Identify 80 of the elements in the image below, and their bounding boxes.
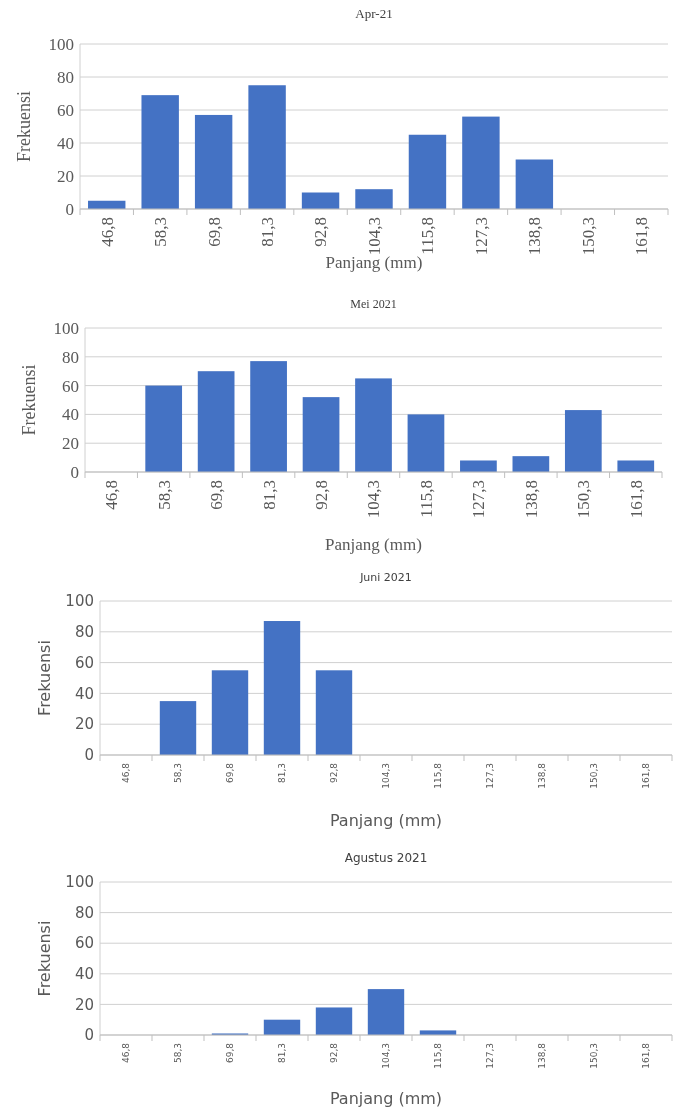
x-tick-label: 92,8 <box>312 480 331 510</box>
y-tick-label: 0 <box>70 462 79 482</box>
x-tick-label: 127,3 <box>469 480 489 519</box>
y-tick-label: 80 <box>74 623 94 642</box>
x-tick-label: 58,3 <box>151 217 171 247</box>
x-tick-label: 69,8 <box>204 217 224 247</box>
x-tick-label: 46,8 <box>102 480 122 510</box>
chart-title: Mei 2021 <box>350 297 397 311</box>
x-tick-label: 138,8 <box>537 762 548 789</box>
y-tick-label: 80 <box>74 903 94 922</box>
x-tick-label: 127,3 <box>485 763 496 789</box>
x-tick-label: 138,8 <box>537 1042 548 1069</box>
y-tick-label: 40 <box>57 133 74 153</box>
x-tick-label: 115,8 <box>416 480 436 518</box>
y-tick-label: 40 <box>74 684 94 703</box>
x-tick-label: 127,3 <box>471 217 491 256</box>
x-tick-label: 115,8 <box>418 217 438 255</box>
y-tick-label: 20 <box>62 434 79 454</box>
x-tick-label: 58,3 <box>154 480 174 510</box>
y-tick-label: 100 <box>65 592 94 611</box>
x-tick-label: 161,8 <box>626 480 646 519</box>
y-tick-label: 100 <box>53 318 79 338</box>
x-tick-label: 150,3 <box>574 480 594 519</box>
y-tick-label: 80 <box>62 347 79 367</box>
x-tick-label: 81,3 <box>259 480 279 510</box>
y-tick-label: 0 <box>84 1026 94 1045</box>
y-tick-label: 20 <box>74 715 94 734</box>
x-tick-label: 150,3 <box>578 217 598 256</box>
x-tick-label: 92,8 <box>311 217 331 247</box>
x-tick-label: 138,8 <box>521 480 541 519</box>
x-tick-label: 92,8 <box>329 1042 340 1064</box>
y-tick-label: 0 <box>84 746 94 765</box>
x-tick-label: 104,3 <box>381 763 392 789</box>
x-tick-label: 81,3 <box>277 1043 288 1064</box>
x-tick-label: 150,3 <box>589 1043 600 1069</box>
x-tick-label: 46,8 <box>97 217 117 247</box>
x-tick-label: 69,8 <box>207 480 227 510</box>
x-tick-label: 81,3 <box>277 763 288 784</box>
x-axis-title: Panjang (mm) <box>325 253 423 272</box>
x-axis-title: Panjang (mm) <box>329 811 443 830</box>
x-tick-label: 46,8 <box>121 1042 132 1064</box>
y-tick-label: 100 <box>65 873 94 892</box>
x-tick-label: 81,3 <box>258 217 278 247</box>
y-tick-label: 60 <box>62 376 79 396</box>
y-tick-label: 60 <box>74 653 94 672</box>
x-tick-label: 115,8 <box>433 1042 444 1069</box>
x-tick-label: 161,8 <box>632 217 652 256</box>
x-tick-label: 58,3 <box>173 763 184 784</box>
y-tick-label: 40 <box>74 965 94 984</box>
x-axis-title: Panjang (mm) <box>325 535 422 554</box>
x-axis-title: Panjang (mm) <box>329 1089 443 1108</box>
y-tick-label: 0 <box>65 199 74 219</box>
x-tick-label: 104,3 <box>381 1043 392 1069</box>
y-tick-label: 40 <box>62 405 79 425</box>
x-tick-label: 104,3 <box>364 480 384 519</box>
x-tick-label: 46,8 <box>121 762 132 784</box>
chart-title: Juni 2021 <box>359 571 412 584</box>
x-tick-label: 127,3 <box>485 1043 496 1069</box>
chart-title: Agustus 2021 <box>344 851 428 865</box>
x-tick-label: 161,8 <box>641 1042 652 1069</box>
x-tick-label: 104,3 <box>364 217 384 256</box>
y-axis-title: Frekuensi <box>14 91 34 162</box>
x-tick-label: 69,8 <box>225 1042 236 1064</box>
y-tick-label: 20 <box>57 166 74 186</box>
y-tick-label: 80 <box>57 67 74 87</box>
x-tick-label: 150,3 <box>589 763 600 789</box>
y-tick-label: 100 <box>48 34 74 54</box>
y-tick-label: 60 <box>74 934 94 953</box>
x-tick-label: 58,3 <box>173 1043 184 1064</box>
y-axis-title: Frekuensi <box>35 640 54 716</box>
y-axis-title: Frekuensi <box>19 364 39 436</box>
x-tick-label: 69,8 <box>225 762 236 784</box>
chart-title: Apr-21 <box>355 6 393 21</box>
y-axis-title: Frekuensi <box>35 920 54 997</box>
y-tick-label: 20 <box>74 995 94 1014</box>
x-tick-label: 138,8 <box>525 217 545 256</box>
y-tick-label: 60 <box>57 100 74 120</box>
x-tick-label: 115,8 <box>433 762 444 789</box>
x-tick-label: 92,8 <box>329 762 340 784</box>
x-tick-label: 161,8 <box>641 762 652 789</box>
